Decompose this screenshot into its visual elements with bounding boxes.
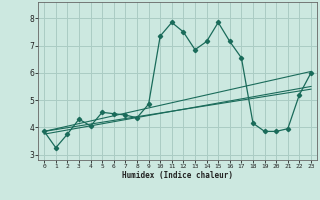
X-axis label: Humidex (Indice chaleur): Humidex (Indice chaleur) — [122, 171, 233, 180]
